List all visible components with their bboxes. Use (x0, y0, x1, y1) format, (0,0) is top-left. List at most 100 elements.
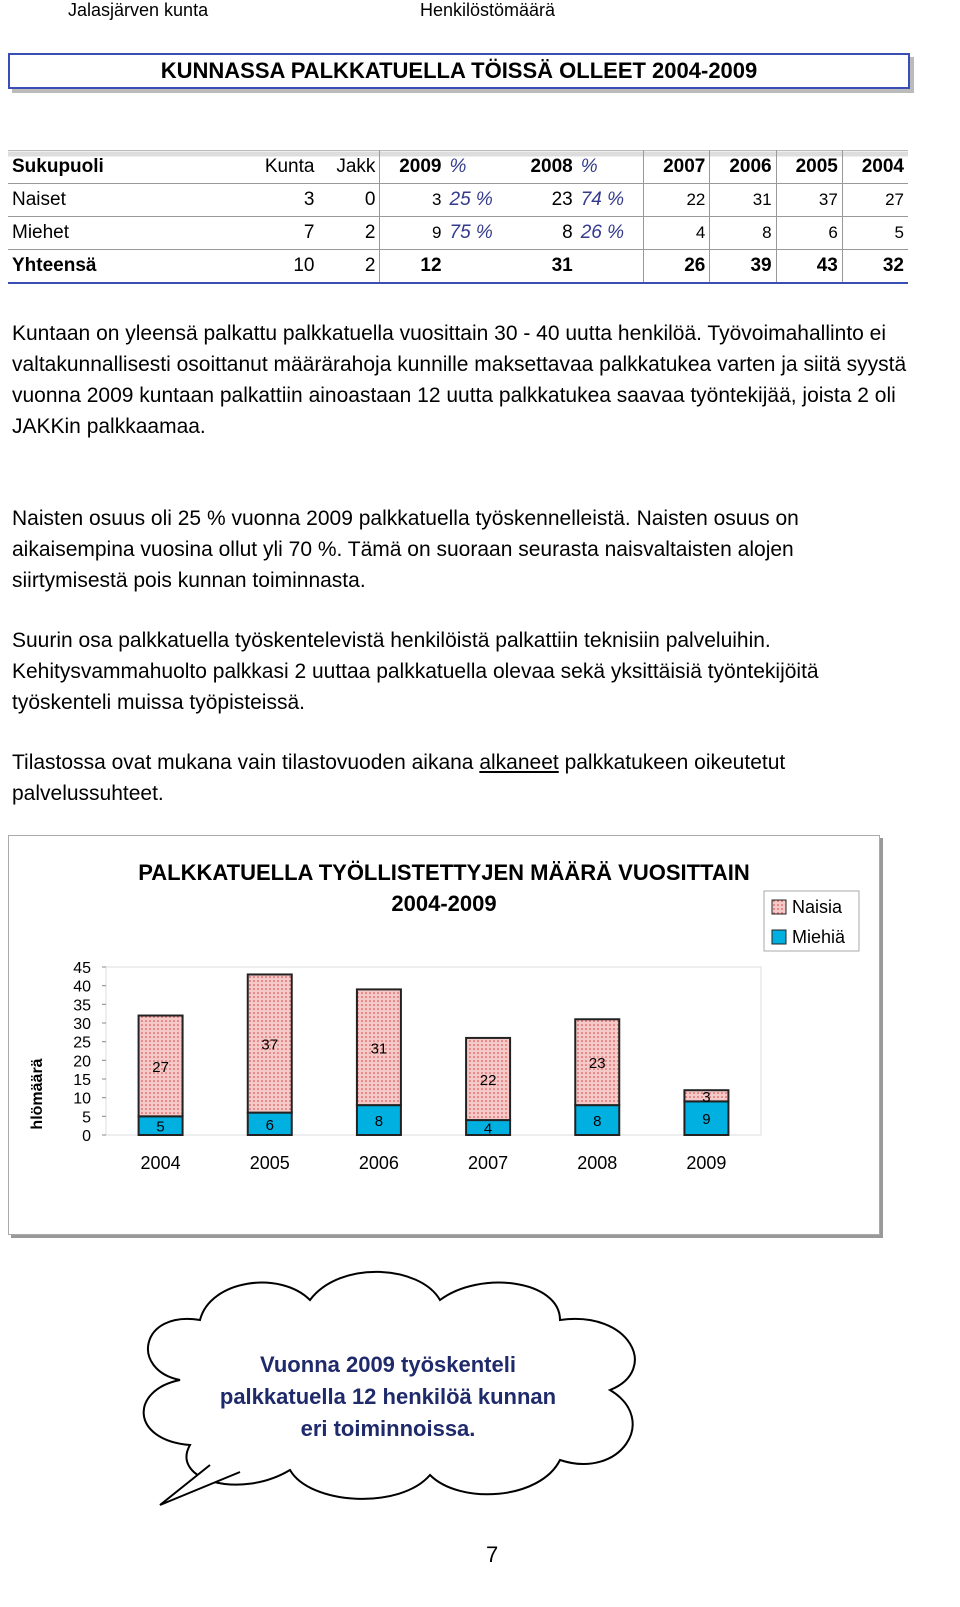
data-table: Sukupuoli Kunta Jakk 2009% 2008% 2007 2006 2005… (8, 150, 908, 284)
table-cell: 27 (842, 183, 908, 217)
table-cell: 2007 (643, 150, 711, 184)
page-number: 7 (486, 1542, 499, 1567)
table-cell: 31 (709, 183, 777, 217)
y-tick-label: 40 (73, 979, 91, 996)
paragraph: Suurin osa palkkatuella työskentelevistä… (12, 629, 819, 714)
y-tick-label: 5 (82, 1109, 91, 1126)
paragraph: Kuntaan on yleensä palkattu palkkatuella… (12, 322, 907, 438)
callout-text: palkkatuella 12 henkilöä kunnan (220, 1384, 556, 1409)
table-cell: Naiset (8, 183, 244, 217)
table-cell: 23 (511, 183, 577, 217)
data-label: 8 (593, 1113, 601, 1130)
table-row: Yhteensä 10 2 12 31 26 39 43 32 (8, 249, 908, 284)
table-cell: 5 (842, 216, 908, 250)
table-row: Sukupuoli Kunta Jakk 2009% 2008% 2007 2006 2005… (8, 150, 908, 184)
bar-segment (355, 988, 402, 1107)
table-cell: % (445, 150, 512, 184)
table-cell: 2006 (709, 150, 777, 184)
table-cell: 75 % (445, 216, 512, 250)
table-cell: 22 (643, 183, 711, 217)
y-tick-label: 35 (73, 997, 91, 1014)
table-cell: 7 (244, 216, 319, 250)
table-cell: 2005 (776, 150, 843, 184)
callout-text: eri toiminnoissa. (301, 1416, 476, 1441)
table-cell: 2009 (379, 150, 446, 184)
y-tick-label: 15 (73, 1072, 91, 1089)
table-cell: 31 (511, 249, 577, 284)
table-cell: 2 (318, 216, 381, 250)
x-tick-label: 2004 (141, 1153, 181, 1173)
y-tick-label: 0 (82, 1128, 91, 1145)
table-cell: 3 (244, 183, 319, 217)
chart-title: 2004-2009 (391, 891, 496, 916)
header-left: Jalasjärven kunta (68, 0, 209, 20)
data-label: 27 (152, 1059, 169, 1076)
data-label: 37 (261, 1037, 278, 1054)
bar-segment (137, 1014, 184, 1118)
table-cell: Kunta (244, 150, 319, 184)
table-cell: Jakk (318, 150, 381, 184)
data-label: 9 (702, 1111, 710, 1128)
table-cell: 74 % (576, 183, 645, 217)
table-cell: 6 (776, 216, 843, 250)
bar-segment (574, 1104, 621, 1136)
table-cell: 25 % (445, 183, 512, 217)
table-cell: Yhteensä (8, 249, 244, 284)
bar-segment (355, 1104, 402, 1136)
y-axis-label: hlömäärä (29, 1058, 46, 1129)
table-cell: 8 (511, 216, 577, 250)
table-row: Miehet 7 2 9 75 % 8 26 % 4 8 6 5 (8, 216, 908, 250)
header-right: Henkilöstömäärä (420, 0, 556, 20)
data-label: 31 (371, 1040, 388, 1057)
y-tick-label: 30 (73, 1016, 91, 1033)
legend-swatch (771, 899, 787, 915)
y-tick-label: 25 (73, 1035, 91, 1052)
bar-segment (574, 1018, 621, 1107)
x-tick-label: 2009 (686, 1153, 726, 1173)
underlined-text: alkaneet (479, 751, 559, 774)
page-title: KUNNASSA PALKKATUELLA TÖISSÄ OLLEET 2004… (8, 53, 910, 89)
table-cell: 2004 (842, 150, 908, 184)
table-cell: 37 (776, 183, 843, 217)
table-cell: 43 (776, 249, 843, 284)
table-cell (576, 249, 645, 284)
bar-segment (465, 1036, 512, 1122)
data-label: 23 (589, 1055, 606, 1072)
table-cell: % (576, 150, 645, 184)
data-label: 8 (375, 1113, 383, 1130)
bar-segment (246, 973, 293, 1114)
y-tick-label: 20 (73, 1053, 91, 1070)
table-cell: 10 (244, 249, 319, 284)
x-tick-label: 2007 (468, 1153, 508, 1173)
callout-text: Vuonna 2009 työskenteli (260, 1352, 516, 1377)
table-cell: 8 (709, 216, 777, 250)
chart: PALKKATUELLA TYÖLLISTETTYJEN MÄÄRÄ VUOSI… (29, 860, 860, 1173)
paragraph: Naisten osuus oli 25 % vuonna 2009 palkk… (12, 507, 799, 592)
table-cell: 3 (379, 183, 446, 217)
table-cell: Miehet (8, 216, 244, 250)
x-tick-label: 2008 (577, 1153, 617, 1173)
text: Tilastossa ovat mukana vain tilastovuode… (12, 751, 480, 774)
data-label: 22 (480, 1072, 497, 1089)
table-cell: 12 (379, 249, 446, 284)
chart-frame: PALKKATUELLA TYÖLLISTETTYJEN MÄÄRÄ VUOSI… (8, 835, 880, 1235)
table-cell: 39 (709, 249, 777, 284)
callout-cloud: Vuonna 2009 työskenteli palkkatuella 12 h… (142, 1270, 636, 1506)
table-cell: 32 (842, 249, 908, 284)
plot-area (105, 966, 762, 1136)
table-cell: 26 % (576, 216, 645, 250)
table-cell (445, 249, 512, 284)
data-label: 6 (266, 1117, 274, 1134)
x-tick-label: 2005 (250, 1153, 290, 1173)
paragraph: Tilastossa ovat mukana vain tilastovuode… (12, 747, 912, 809)
table-cell: 4 (643, 216, 711, 250)
table-cell: 0 (318, 183, 381, 217)
y-tick-label: 10 (73, 1091, 91, 1108)
table-cell: 2008 (511, 150, 577, 184)
x-tick-label: 2006 (359, 1153, 399, 1173)
bar-segment (683, 1089, 730, 1103)
y-tick-label: 45 (73, 960, 91, 977)
table-cell: Sukupuoli (8, 150, 244, 184)
data-label: 5 (156, 1119, 164, 1136)
table-cell: 2 (318, 249, 381, 284)
